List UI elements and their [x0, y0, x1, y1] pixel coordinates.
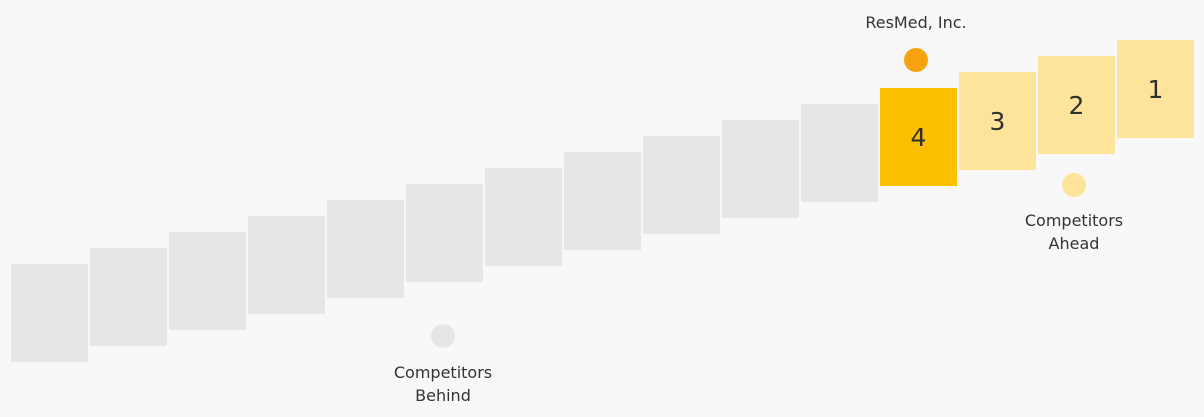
competitors-ahead-label-line1: Competitors — [1024, 211, 1124, 230]
rank-step-unlabeled-9 — [643, 136, 720, 234]
rank-step-1: 1 — [1117, 40, 1194, 138]
rank-step-unlabeled-4 — [248, 216, 325, 314]
competitors-ahead-dot — [1062, 173, 1086, 197]
rank-step-unlabeled-7 — [485, 168, 562, 266]
current-company-dot — [904, 48, 928, 72]
rank-step-unlabeled-2 — [90, 248, 167, 346]
rank-step-unlabeled-11 — [801, 104, 878, 202]
rank-step-unlabeled-10 — [722, 120, 799, 218]
rank-step-unlabeled-3 — [169, 232, 246, 330]
competitors-behind-dot — [431, 324, 455, 348]
rank-step-unlabeled-5 — [327, 200, 404, 298]
rank-step-unlabeled-1 — [11, 264, 88, 362]
competitors-behind-label-line1: Competitors — [393, 363, 493, 382]
competitors-ahead-label-line2: Ahead — [1048, 234, 1100, 253]
rank-step-3: 3 — [959, 72, 1036, 170]
competitors-ahead-label: Competitors Ahead — [994, 209, 1154, 255]
rank-step-unlabeled-6 — [406, 184, 483, 282]
rank-step-unlabeled-8 — [564, 152, 641, 250]
rank-step-2: 2 — [1038, 56, 1115, 154]
rank-step-4: 4 — [880, 88, 957, 186]
competitors-behind-label-line2: Behind — [415, 386, 471, 405]
current-company-label: ResMed, Inc. — [865, 13, 967, 32]
competitors-behind-label: Competitors Behind — [363, 361, 523, 407]
